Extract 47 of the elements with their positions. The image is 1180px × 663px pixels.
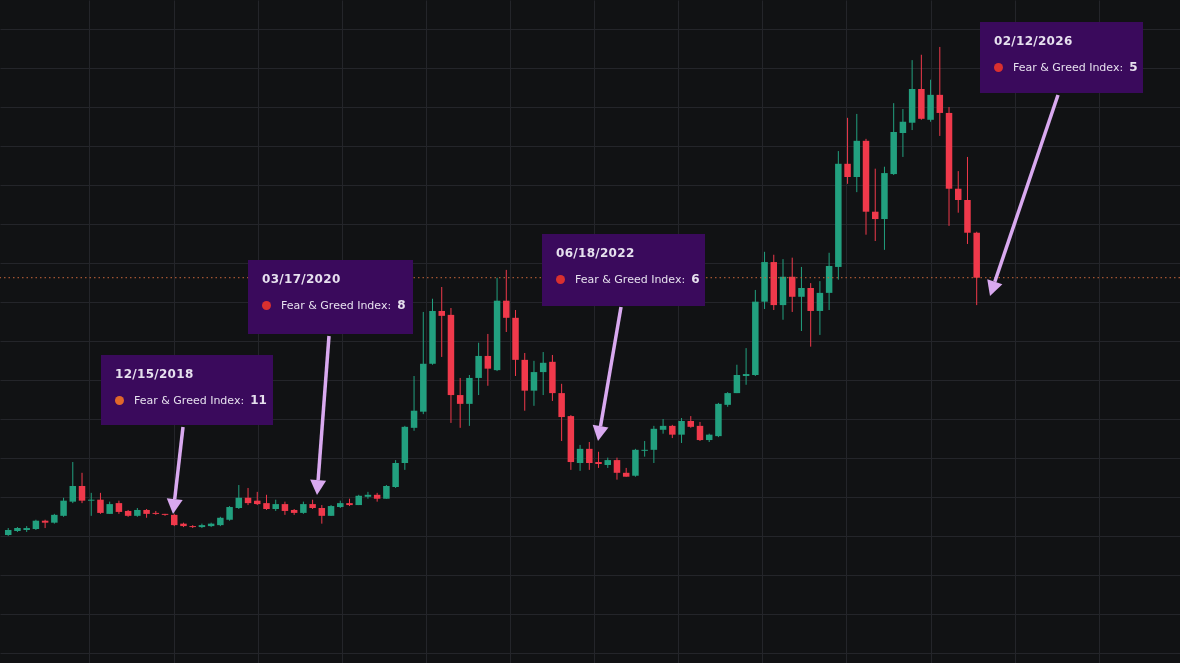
candlestick xyxy=(161,513,169,517)
candlestick xyxy=(364,491,372,500)
candlestick xyxy=(392,459,399,489)
candlestick xyxy=(696,421,704,442)
callout-box: 06/18/2022 Fear & Greed Index: 6 xyxy=(542,234,705,306)
candlestick xyxy=(798,266,805,332)
candlestick xyxy=(97,492,104,515)
candlestick xyxy=(844,117,851,185)
candlestick xyxy=(576,444,584,472)
candlestick xyxy=(678,417,685,444)
callout-box: 02/12/2026 Fear & Greed Index: 5 xyxy=(980,22,1143,93)
candlestick xyxy=(899,108,907,158)
candlestick xyxy=(281,501,289,516)
candlestick xyxy=(198,523,206,529)
callout-box: 03/17/2020 Fear & Greed Index: 8 xyxy=(248,260,413,334)
candlestick xyxy=(659,418,667,435)
annotation: 03/17/2020 Fear & Greed Index: 8 xyxy=(262,272,406,312)
candlestick xyxy=(503,269,510,333)
candlestick xyxy=(733,364,741,394)
candlestick xyxy=(558,383,565,442)
candlestick xyxy=(60,497,67,518)
candlestick xyxy=(641,440,648,458)
candlestick xyxy=(936,46,944,137)
candlestick xyxy=(41,519,49,529)
candlestick xyxy=(816,280,824,336)
candlestick xyxy=(539,351,547,396)
candlestick xyxy=(613,457,621,481)
candlestick xyxy=(69,461,77,504)
candlestick xyxy=(586,441,593,471)
candlestick xyxy=(788,257,796,313)
candlestick xyxy=(235,484,243,510)
candlestick xyxy=(742,347,750,386)
callout-box: 12/15/2018 Fear & Greed Index: 11 xyxy=(101,355,273,425)
annotation: 06/18/2022 Fear & Greed Index: 6 xyxy=(556,246,700,286)
annotation: 12/15/2018 Fear & Greed Index: 11 xyxy=(115,367,267,407)
candlestick xyxy=(955,170,962,214)
candlestick xyxy=(456,377,464,429)
candlestick xyxy=(78,472,86,504)
candlestick xyxy=(530,360,538,407)
candlestick xyxy=(87,492,95,517)
candlestick xyxy=(318,504,326,525)
candlestick xyxy=(438,286,445,358)
candlestick xyxy=(410,375,418,432)
candlestick xyxy=(807,282,814,348)
candlestick xyxy=(650,425,658,464)
candlestick xyxy=(484,333,492,387)
candlestick xyxy=(475,342,482,396)
